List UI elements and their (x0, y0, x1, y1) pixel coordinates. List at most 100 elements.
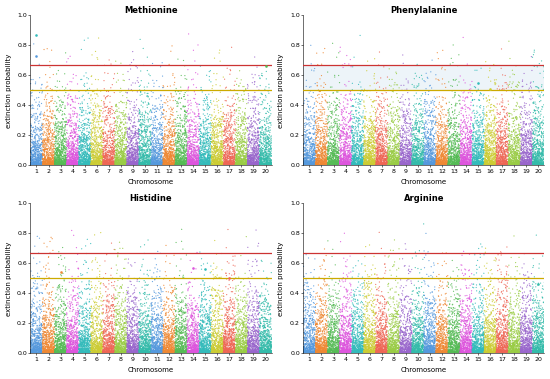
Point (95, 150, 103, 156)
Point (320, 339, 328, 345)
Point (163, 329, 172, 335)
Point (129, 107, 138, 113)
Point (184, 344, 192, 350)
Point (96, 347, 105, 353)
Point (322, 332, 331, 338)
Point (410, 162, 419, 168)
Point (155, 349, 164, 355)
Point (519, 161, 527, 167)
Point (315, 347, 323, 353)
Point (169, 159, 178, 165)
Point (504, 348, 513, 354)
Point (236, 160, 245, 166)
Point (248, 162, 256, 168)
Point (216, 161, 224, 167)
Point (195, 161, 204, 168)
Point (393, 349, 402, 355)
Point (248, 334, 256, 340)
Point (207, 162, 216, 168)
Point (461, 318, 470, 324)
Point (395, 162, 404, 168)
Point (469, 103, 477, 109)
Point (419, 320, 427, 326)
Point (334, 162, 343, 168)
Point (113, 144, 122, 150)
Point (346, 162, 355, 168)
Point (245, 350, 254, 356)
Point (33, 159, 42, 165)
Point (34, 153, 42, 159)
Point (482, 160, 491, 166)
Point (67, 138, 75, 144)
Point (83, 350, 92, 356)
Point (53, 343, 62, 349)
Point (233, 162, 242, 168)
Point (469, 350, 478, 356)
Point (82, 343, 91, 349)
Point (422, 162, 431, 168)
Point (357, 348, 366, 354)
Point (491, 345, 500, 351)
Point (213, 347, 222, 353)
Point (163, 150, 172, 157)
Point (324, 162, 333, 168)
Point (59, 159, 68, 165)
Point (87, 140, 96, 146)
Point (45, 347, 53, 353)
Point (338, 148, 346, 154)
Point (87, 161, 96, 168)
Point (526, 340, 535, 346)
Point (396, 327, 405, 334)
Point (260, 296, 269, 302)
Point (386, 287, 394, 293)
Point (307, 333, 316, 339)
Point (448, 350, 457, 356)
Point (312, 341, 321, 348)
Point (219, 349, 228, 355)
Point (302, 277, 311, 283)
Point (390, 137, 399, 143)
Point (90, 135, 98, 141)
Point (232, 161, 241, 168)
Point (75, 158, 84, 164)
Point (389, 345, 398, 351)
Point (80, 330, 89, 337)
Point (465, 162, 474, 168)
Point (254, 162, 262, 168)
Point (425, 149, 433, 155)
Point (241, 350, 250, 356)
Point (254, 341, 262, 348)
Point (146, 159, 155, 165)
Point (390, 127, 399, 133)
Point (518, 161, 527, 167)
Point (316, 149, 324, 155)
Point (315, 88, 323, 94)
Point (368, 129, 377, 135)
Point (240, 162, 249, 168)
Point (121, 162, 130, 168)
Point (376, 126, 384, 132)
Point (117, 338, 126, 344)
Point (397, 135, 406, 141)
Point (503, 139, 512, 145)
Point (386, 162, 395, 168)
Point (365, 331, 374, 337)
Point (237, 349, 246, 356)
Point (393, 160, 402, 166)
Point (88, 158, 97, 164)
Point (425, 339, 433, 345)
Point (125, 304, 134, 310)
Point (55, 158, 64, 164)
Point (89, 162, 98, 168)
Point (221, 155, 230, 161)
Point (537, 324, 546, 330)
Point (225, 347, 234, 353)
Point (39, 151, 47, 157)
Point (321, 349, 330, 356)
Point (185, 350, 194, 356)
Point (499, 116, 508, 122)
Point (479, 302, 488, 308)
Point (188, 343, 197, 349)
Point (393, 155, 402, 161)
Point (426, 118, 435, 124)
